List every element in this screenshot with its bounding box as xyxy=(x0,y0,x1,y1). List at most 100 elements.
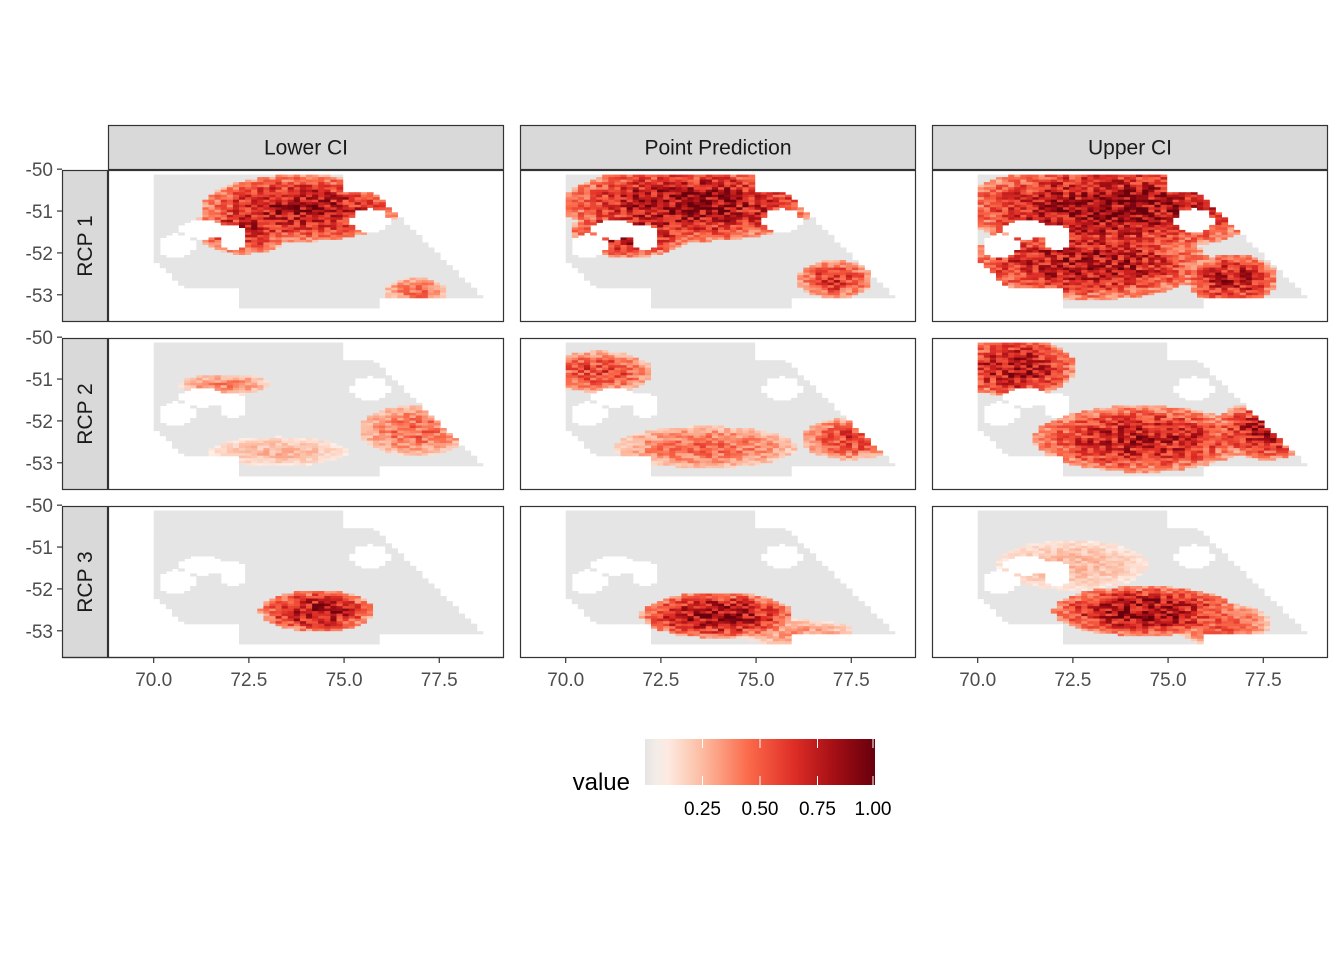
heatmap-cell xyxy=(348,247,356,251)
heatmap-cell xyxy=(306,245,313,249)
heatmap-cell xyxy=(263,247,271,251)
heatmap-cell xyxy=(178,214,185,218)
heatmap-cell xyxy=(354,197,362,201)
heatmap-cell xyxy=(687,305,695,309)
heatmap-cell xyxy=(153,192,161,196)
heatmap-cell xyxy=(360,204,368,208)
heatmap-cell xyxy=(184,199,191,203)
heatmap-cell xyxy=(263,187,271,191)
heatmap-cell xyxy=(172,197,179,201)
heatmap-cell xyxy=(153,237,161,241)
heatmap-cell xyxy=(324,234,331,238)
heatmap-cell xyxy=(263,179,271,183)
heatmap-cell xyxy=(172,270,179,274)
heatmap-cell xyxy=(379,252,386,256)
heatmap-cell xyxy=(275,247,283,251)
heatmap-cell xyxy=(281,257,289,261)
heatmap-cell xyxy=(354,232,362,236)
heatmap-cell xyxy=(196,285,203,289)
heatmap-cell xyxy=(178,182,185,186)
heatmap-cell xyxy=(409,260,417,264)
heatmap-cell xyxy=(208,239,216,243)
heatmap-cell xyxy=(159,174,167,178)
heatmap-cell xyxy=(172,214,179,218)
heatmap-cell xyxy=(196,192,203,196)
heatmap-cell xyxy=(385,242,392,246)
heatmap-cell xyxy=(172,229,179,233)
heatmap-cell xyxy=(202,265,210,269)
heatmap-cell xyxy=(165,187,173,191)
heatmap-cell xyxy=(409,247,417,251)
heatmap-cell xyxy=(342,234,350,238)
heatmap-cell xyxy=(330,262,338,266)
heatmap-cell xyxy=(214,270,222,274)
heatmap-cell xyxy=(324,262,331,266)
heatmap-cell xyxy=(172,202,179,206)
heatmap-cell xyxy=(172,179,179,183)
heatmap-cell xyxy=(275,252,283,256)
heatmap-cell xyxy=(620,285,628,289)
heatmap-cell xyxy=(269,177,277,181)
heatmap-cell xyxy=(590,282,597,286)
heatmap-cell xyxy=(263,189,271,193)
heatmap-cell xyxy=(202,247,210,251)
heatmap-cell xyxy=(440,260,447,264)
facet-panel xyxy=(107,169,505,323)
heatmap-cell xyxy=(263,192,271,196)
heatmap-cell xyxy=(318,199,325,203)
heatmap-cell xyxy=(251,252,258,256)
heatmap-cell xyxy=(318,260,325,264)
heatmap-cell xyxy=(226,267,234,271)
heatmap-cell xyxy=(348,265,356,269)
heatmap-cell xyxy=(202,187,210,191)
heatmap-cell xyxy=(153,252,161,256)
heatmap-cell xyxy=(391,232,398,236)
heatmap-cell xyxy=(354,194,362,198)
heatmap-cell xyxy=(354,192,362,196)
heatmap-cell xyxy=(299,242,307,246)
heatmap-cell xyxy=(184,189,191,193)
heatmap-cell xyxy=(190,217,197,221)
heatmap-cell xyxy=(306,192,313,196)
heatmap-cell xyxy=(366,234,374,238)
heatmap-cell xyxy=(324,214,331,218)
heatmap-cell xyxy=(373,207,380,211)
heatmap-cell xyxy=(220,182,228,186)
heatmap-cell xyxy=(306,224,313,228)
heatmap-cell xyxy=(342,199,350,203)
heatmap-cell xyxy=(190,237,197,241)
heatmap-cell xyxy=(324,197,331,201)
heatmap-cell xyxy=(178,219,185,223)
heatmap-cell xyxy=(245,222,252,226)
heatmap-cell xyxy=(275,187,283,191)
heatmap-cell xyxy=(324,184,331,188)
heatmap-cell xyxy=(403,250,411,254)
heatmap-cell xyxy=(366,265,374,269)
heatmap-cell xyxy=(312,204,319,208)
heatmap-cell xyxy=(257,182,264,186)
heatmap-cell xyxy=(226,177,234,181)
heatmap-cell xyxy=(336,265,344,269)
heatmap-cell xyxy=(705,305,713,309)
facet-panels xyxy=(107,169,1329,659)
heatmap-cell xyxy=(214,197,222,201)
heatmap-cell xyxy=(269,192,277,196)
heatmap-cell xyxy=(785,305,792,309)
heatmap-cell xyxy=(202,179,210,183)
heatmap-cell xyxy=(348,214,356,218)
heatmap-cell xyxy=(711,305,719,309)
heatmap-cell xyxy=(263,252,271,256)
heatmap-cell xyxy=(318,239,325,243)
heatmap-cell xyxy=(336,305,344,309)
heatmap-cell xyxy=(330,265,338,269)
heatmap-cell xyxy=(257,270,264,274)
heatmap-cell xyxy=(651,305,658,309)
heatmap-cell xyxy=(153,204,161,208)
heatmap-cell xyxy=(336,192,344,196)
heatmap-cell xyxy=(287,194,295,198)
heatmap-cell xyxy=(336,224,344,228)
heatmap-cell xyxy=(342,227,350,231)
heatmap-cell xyxy=(281,187,289,191)
heatmap-cell xyxy=(577,270,585,274)
heatmap-cell xyxy=(312,252,319,256)
